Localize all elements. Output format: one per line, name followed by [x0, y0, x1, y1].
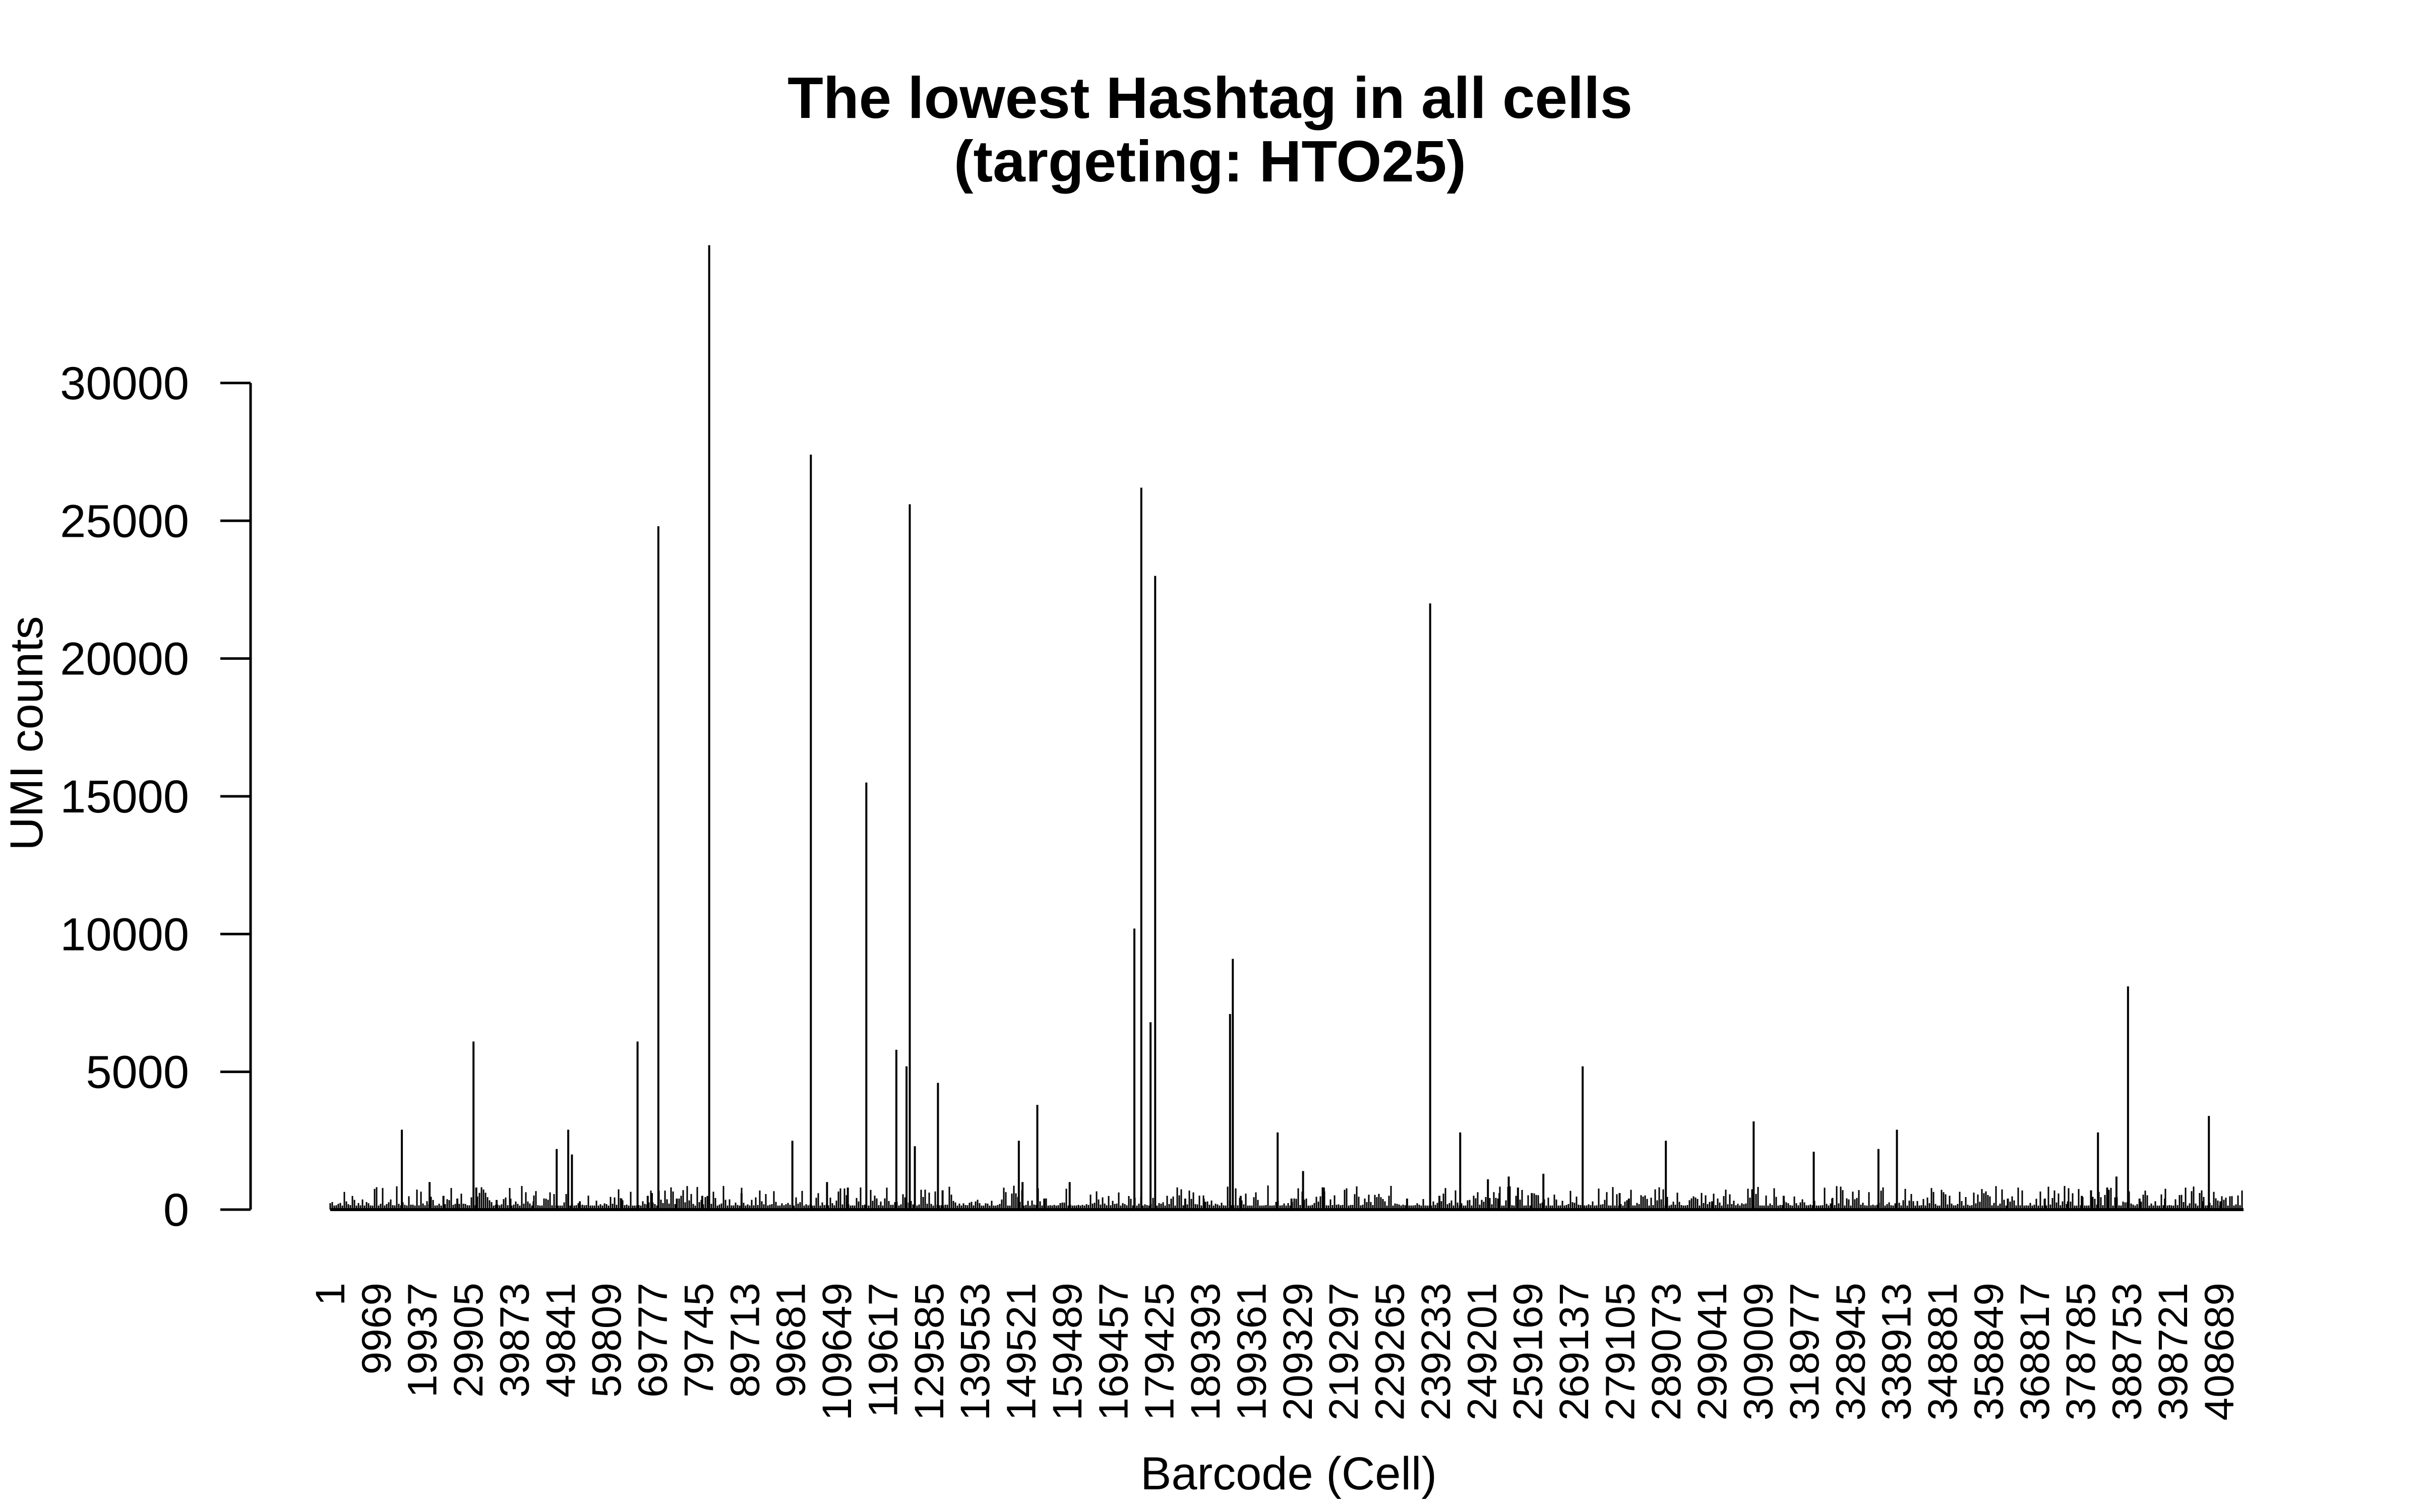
x-tick-label: 408689: [2196, 1283, 2242, 1421]
x-tick-label: 199361: [1229, 1283, 1275, 1421]
baseline-noise: [329, 1185, 2243, 1210]
x-tick-label: 89713: [722, 1283, 768, 1398]
y-tick-label: 15000: [60, 771, 189, 823]
x-tick-label: 388753: [2104, 1283, 2150, 1421]
data-bars: [401, 245, 2222, 1210]
y-axis: 0 5000 10000 15000 20000 25000 30000: [60, 358, 251, 1236]
x-tick-label: 189393: [1183, 1283, 1229, 1421]
x-tick-label: 69777: [630, 1283, 676, 1398]
x-tick-label: 109649: [814, 1283, 860, 1421]
x-tick-label: 299041: [1689, 1283, 1735, 1421]
chart-title: The lowest Hashtag in all cells: [787, 65, 1633, 131]
x-tick-label: 49841: [538, 1283, 584, 1398]
y-axis-label: UMI counts: [1, 616, 52, 850]
x-tick-label: 348881: [1920, 1283, 1966, 1421]
x-tick-label: 358849: [1966, 1283, 2012, 1421]
noise-bars: [329, 1185, 2243, 1210]
x-axis-label: Barcode (Cell): [1140, 1448, 1437, 1499]
x-tick-label: 79745: [676, 1283, 722, 1398]
x-tick-label: 368817: [2012, 1283, 2058, 1421]
x-tick-label: 249201: [1459, 1283, 1505, 1421]
x-tick-label: 119617: [860, 1283, 906, 1418]
y-tick-label: 5000: [86, 1047, 189, 1098]
x-tick-label: 179425: [1137, 1283, 1183, 1421]
x-tick-label: 59809: [584, 1283, 630, 1398]
y-tick-label: 0: [163, 1184, 189, 1236]
x-tick-label: 219297: [1321, 1283, 1367, 1421]
x-tick-label: 378785: [2058, 1283, 2104, 1421]
x-tick-label: 139553: [952, 1283, 998, 1421]
x-tick-label: 149521: [999, 1283, 1045, 1421]
x-tick-label: 19937: [400, 1283, 446, 1398]
x-tick-label: 159489: [1045, 1283, 1091, 1421]
x-tick-label: 289073: [1644, 1283, 1689, 1421]
x-axis: 1 9969 19937 29905 39873 49841 59809 69777 79745…: [308, 1283, 2242, 1421]
x-tick-label: 169457: [1091, 1283, 1136, 1421]
x-tick-label: 9969: [353, 1283, 399, 1374]
x-tick-label: 99681: [768, 1283, 814, 1398]
chart-subtitle: (targeting: HTO25): [953, 129, 1467, 194]
y-tick-label: 20000: [60, 634, 189, 685]
x-tick-label: 279105: [1597, 1283, 1643, 1421]
x-tick-label: 259169: [1505, 1283, 1551, 1421]
y-tick-label: 25000: [60, 495, 189, 547]
y-tick-label: 30000: [60, 358, 189, 409]
x-tick-label: 129585: [906, 1283, 952, 1421]
x-tick-label: 229265: [1367, 1283, 1413, 1421]
x-tick-label: 318977: [1782, 1283, 1828, 1421]
x-tick-label: 338913: [1874, 1283, 1920, 1421]
x-tick-label: 209329: [1275, 1283, 1321, 1421]
x-tick-label: 239233: [1413, 1283, 1459, 1421]
x-tick-label: 328945: [1828, 1283, 1873, 1421]
x-tick-label: 1: [308, 1283, 353, 1306]
x-tick-label: 309009: [1736, 1283, 1782, 1421]
x-tick-label: 29905: [446, 1283, 492, 1398]
x-tick-label: 398721: [2150, 1283, 2196, 1421]
y-tick-label: 10000: [60, 909, 189, 960]
x-tick-label: 39873: [492, 1283, 537, 1398]
x-tick-label: 269137: [1551, 1283, 1597, 1421]
